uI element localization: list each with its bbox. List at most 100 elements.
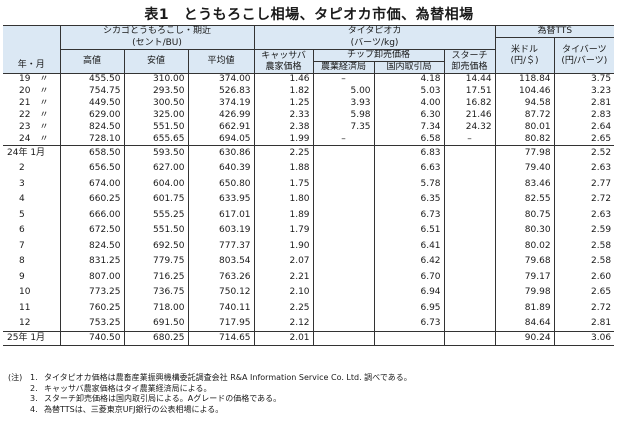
table-cell bbox=[443, 207, 496, 223]
table-cell: 87.72 bbox=[494, 109, 555, 122]
table-cell bbox=[373, 331, 445, 346]
notes-prefix: (注) bbox=[8, 373, 23, 382]
table-cell: 2.63 bbox=[553, 161, 615, 177]
table-cell: 300.50 bbox=[123, 97, 188, 110]
table-cell bbox=[312, 285, 375, 301]
table-cell: 455.50 bbox=[59, 73, 124, 86]
corn-low-header: 安値 bbox=[123, 49, 188, 74]
table-cell bbox=[312, 238, 375, 254]
monthly-rows: 24年 1月 658.50 593.50 630.86 2.25 6.83 77.98 2.5… bbox=[3, 145, 615, 332]
table-cell: 777.37 bbox=[187, 238, 255, 254]
table-cell: 17.51 bbox=[443, 85, 496, 98]
table-cell: 77.98 bbox=[494, 145, 555, 161]
table-cell: 14.44 bbox=[443, 73, 496, 86]
table-cell: 736.75 bbox=[123, 285, 188, 301]
table-cell: 2.58 bbox=[553, 238, 615, 254]
table-cell: 3.23 bbox=[553, 85, 615, 98]
table-cell: 2.52 bbox=[553, 145, 615, 161]
table-cell: 7.35 bbox=[312, 121, 375, 134]
table-cell: – bbox=[443, 133, 496, 146]
table-cell: 325.00 bbox=[123, 109, 188, 122]
table-row: 25年 1月 740.50 680.25 714.65 2.01 90.24 3.06 bbox=[3, 331, 615, 346]
table-cell: 650.80 bbox=[187, 176, 255, 192]
table-cell: 16.82 bbox=[443, 97, 496, 110]
row-label: 3 bbox=[19, 178, 25, 189]
row-label: 23 〃 bbox=[19, 122, 49, 132]
row-label: 2 bbox=[19, 163, 25, 174]
table-row: 3 674.00 604.00 650.80 1.75 5.78 83.46 2.77 bbox=[3, 176, 615, 192]
table-cell: 807.00 bbox=[59, 269, 124, 285]
table-cell bbox=[312, 207, 375, 223]
table-cell: 629.00 bbox=[59, 109, 124, 122]
table-cell bbox=[443, 331, 496, 346]
table-cell: 6.58 bbox=[373, 133, 445, 146]
tapioca-group-header: タイタピオカ bbox=[253, 25, 496, 38]
table-cell: 4.00 bbox=[373, 97, 445, 110]
note-item: 2. キャッサバ農家価格はタイ農業経済局による。 bbox=[30, 383, 212, 393]
table-cell bbox=[443, 145, 496, 161]
table-cell: 691.50 bbox=[123, 316, 188, 332]
row-label: 19 〃 bbox=[19, 74, 49, 85]
table-cell: 740.11 bbox=[187, 300, 255, 316]
table-cell bbox=[443, 254, 496, 270]
table-cell: 79.40 bbox=[494, 161, 555, 177]
table-cell: 80.30 bbox=[494, 223, 555, 239]
table-cell: 716.25 bbox=[123, 269, 188, 285]
table-cell: 1.46 bbox=[253, 73, 314, 86]
table-cell: 728.10 bbox=[59, 133, 124, 146]
table-cell: 2.25 bbox=[253, 145, 314, 161]
table-cell: 627.00 bbox=[123, 161, 188, 177]
note-item: 3. スターチ卸売価格は国内取引局による。Aグレードの価格である。 bbox=[30, 394, 282, 403]
table-cell: 2.81 bbox=[553, 316, 615, 332]
table-cell: 6.70 bbox=[373, 269, 445, 285]
table-cell: 7.34 bbox=[373, 121, 445, 134]
row-label: 11 bbox=[19, 302, 31, 313]
table-cell: 1.89 bbox=[253, 207, 314, 223]
table-cell: 658.50 bbox=[59, 145, 124, 161]
table-cell: 2.60 bbox=[553, 269, 615, 285]
table-cell: 4.18 bbox=[373, 73, 445, 86]
table-cell: 6.83 bbox=[373, 145, 445, 161]
row-label: 12 bbox=[3, 316, 60, 332]
table-row: 11 760.25 718.00 740.11 2.25 6.95 81.89 2.72 bbox=[3, 300, 615, 316]
annual-rows: 19 〃 455.50 310.00 374.00 1.46–4.18 14.44 118.… bbox=[3, 73, 615, 146]
table-cell bbox=[312, 269, 375, 285]
table-cell bbox=[443, 161, 496, 177]
table-cell: 2.38 bbox=[253, 121, 314, 134]
note-text: キャッサバ農家価格はタイ農業経済局による。 bbox=[44, 383, 212, 393]
table-cell: 82.55 bbox=[494, 192, 555, 208]
year-month-header: 年・月 bbox=[3, 25, 60, 74]
table-cell: 694.05 bbox=[187, 133, 255, 146]
table-row: 24年 1月 658.50 593.50 630.86 2.25 6.83 77.98 2.5… bbox=[3, 145, 615, 161]
table-row: 5 666.00 555.25 617.01 1.89 6.73 80.75 2.63 bbox=[3, 207, 615, 223]
notes: (注) 1. タイタピオカ価格は農畜産業振興機構委託調査会社 R&A Infor… bbox=[8, 373, 613, 415]
table-cell: 1.82 bbox=[253, 85, 314, 98]
table-cell: 5.00 bbox=[312, 85, 375, 98]
note-item: 4. 為替TTSは、三菱東京UFJ銀行の公表相場による。 bbox=[30, 404, 224, 414]
table-cell: 692.50 bbox=[123, 238, 188, 254]
corn-group-header: シカゴとうもろこし・期近 bbox=[59, 25, 255, 38]
chip-group-header: チップ卸売価格 bbox=[312, 49, 445, 62]
table-cell: 2.65 bbox=[553, 133, 615, 146]
table-cell: 2.58 bbox=[553, 254, 615, 270]
table-cell: 6.73 bbox=[373, 316, 445, 332]
note-text: タイタピオカ価格は農畜産業振興機構委託調査会社 R&A Information … bbox=[44, 373, 412, 382]
table-cell: 740.50 bbox=[59, 331, 124, 346]
table-cell bbox=[312, 300, 375, 316]
table-cell: 551.50 bbox=[123, 223, 188, 239]
latest-rows: 25年 1月 740.50 680.25 714.65 2.01 90.24 3.06 bbox=[3, 331, 615, 346]
table-cell: 24.32 bbox=[443, 121, 496, 134]
table-cell: 601.75 bbox=[123, 192, 188, 208]
table-cell: 551.50 bbox=[123, 121, 188, 134]
row-label: 5 bbox=[19, 209, 25, 220]
table-cell: 6.41 bbox=[373, 238, 445, 254]
table-cell: 603.19 bbox=[187, 223, 255, 239]
table-cell: 3.93 bbox=[312, 97, 375, 110]
tapioca-unit-header: (バーツ/kg) bbox=[253, 37, 496, 50]
usd-header: 米ドル (円/＄) bbox=[494, 37, 555, 74]
table-cell: 662.91 bbox=[187, 121, 255, 134]
corn-unit-header: (セント/BU) bbox=[59, 37, 255, 50]
table-cell: 6.94 bbox=[373, 285, 445, 301]
row-label: 7 bbox=[19, 240, 25, 251]
table-row: 22 〃 629.00 325.00 426.99 2.33 5.98 6.30 21.46 8… bbox=[3, 109, 615, 122]
